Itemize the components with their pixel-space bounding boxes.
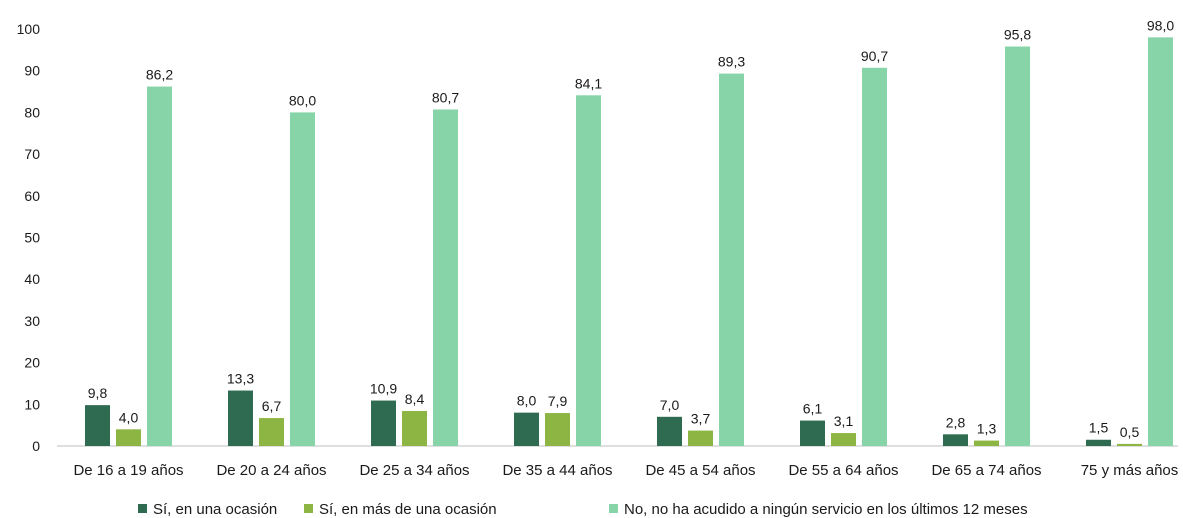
- x-category-label: De 55 a 64 años: [788, 462, 898, 479]
- y-tick-label: 50: [24, 230, 40, 246]
- data-label: 1,3: [977, 421, 997, 437]
- bar: [147, 86, 172, 447]
- bar: [1005, 46, 1030, 446]
- bar: [290, 112, 315, 447]
- y-tick-label: 0: [32, 438, 40, 454]
- legend-label: No, no ha acudido a ningún servicio en l…: [624, 501, 1028, 518]
- bar: [831, 433, 856, 446]
- bar: [862, 67, 887, 446]
- bar: [402, 410, 427, 446]
- x-category-label: De 25 a 34 años: [359, 462, 469, 479]
- data-label: 6,1: [803, 401, 823, 417]
- data-label: 90,7: [861, 48, 888, 64]
- x-category-label: De 65 a 74 años: [931, 462, 1041, 479]
- bar: [576, 95, 601, 446]
- data-label: 3,1: [834, 413, 854, 429]
- data-label: 80,0: [289, 92, 316, 108]
- bar: [719, 73, 744, 446]
- data-label: 2,8: [946, 414, 966, 430]
- data-label: 7,9: [548, 393, 568, 409]
- legend: Sí, en una ocasión Sí, en más de una ocas…: [138, 501, 1028, 518]
- bar: [657, 416, 682, 446]
- data-label: 80,7: [432, 89, 459, 105]
- bar: [943, 434, 968, 446]
- bar: [116, 429, 141, 446]
- data-label: 89,3: [718, 54, 745, 70]
- bar: [514, 412, 539, 446]
- data-label: 4,0: [119, 409, 139, 425]
- data-label: 86,2: [146, 67, 173, 83]
- bars: [85, 37, 1173, 447]
- data-label: 98,0: [1147, 17, 1174, 33]
- legend-label: Sí, en más de una ocasión: [319, 501, 497, 518]
- data-label: 95,8: [1004, 27, 1031, 43]
- y-tick-label: 60: [24, 188, 40, 204]
- bar: [259, 418, 284, 446]
- y-tick-label: 80: [24, 104, 40, 120]
- legend-item: No, no ha acudido a ningún servicio en l…: [609, 501, 1028, 518]
- bar: [688, 430, 713, 446]
- legend-item: Sí, en más de una ocasión: [304, 501, 497, 518]
- legend-swatch: [304, 504, 313, 513]
- data-label: 6,7: [262, 398, 282, 414]
- bar: [1086, 439, 1111, 446]
- legend-swatch: [609, 504, 618, 513]
- y-tick-label: 90: [24, 63, 40, 79]
- data-label: 3,7: [691, 411, 711, 427]
- bar: [228, 390, 253, 446]
- data-label: 13,3: [227, 371, 254, 387]
- data-label: 0,5: [1120, 424, 1140, 440]
- category-labels: De 16 a 19 años De 20 a 24 años De 25 a 34…: [73, 462, 1178, 479]
- x-category-label: De 16 a 19 años: [73, 462, 183, 479]
- data-label: 10,9: [370, 381, 397, 397]
- data-label: 7,0: [660, 397, 680, 413]
- y-axis-ticks: 0 10 20 30 40 50 60 70 80 90 100: [17, 21, 41, 454]
- data-label: 8,4: [405, 391, 425, 407]
- y-tick-label: 30: [24, 313, 40, 329]
- bar: [85, 405, 110, 446]
- data-label: 8,0: [517, 393, 537, 409]
- data-label: 9,8: [88, 385, 108, 401]
- data-label: 84,1: [575, 75, 602, 91]
- bar: [545, 413, 570, 446]
- bar: [371, 400, 396, 446]
- x-category-label: De 35 a 44 años: [502, 462, 612, 479]
- data-label: 1,5: [1089, 420, 1109, 436]
- legend-swatch: [138, 504, 147, 513]
- y-tick-label: 40: [24, 271, 40, 287]
- y-tick-label: 10: [24, 396, 40, 412]
- x-category-label: De 20 a 24 años: [216, 462, 326, 479]
- y-tick-label: 20: [24, 355, 40, 371]
- x-category-label: 75 y más años: [1081, 462, 1179, 479]
- bar: [1117, 443, 1142, 446]
- y-tick-label: 100: [17, 21, 41, 37]
- bar: [974, 440, 999, 446]
- data-labels: 9,8 4,0 86,2 13,3 6,7 80,0 10,9 8,4 80,7 8,0 7,9 84…: [88, 17, 1175, 440]
- bar: [800, 420, 825, 446]
- legend-label: Sí, en una ocasión: [153, 501, 277, 518]
- legend-item: Sí, en una ocasión: [138, 501, 277, 518]
- y-tick-label: 70: [24, 146, 40, 162]
- x-category-label: De 45 a 54 años: [645, 462, 755, 479]
- bar: [433, 109, 458, 446]
- bar: [1148, 37, 1173, 447]
